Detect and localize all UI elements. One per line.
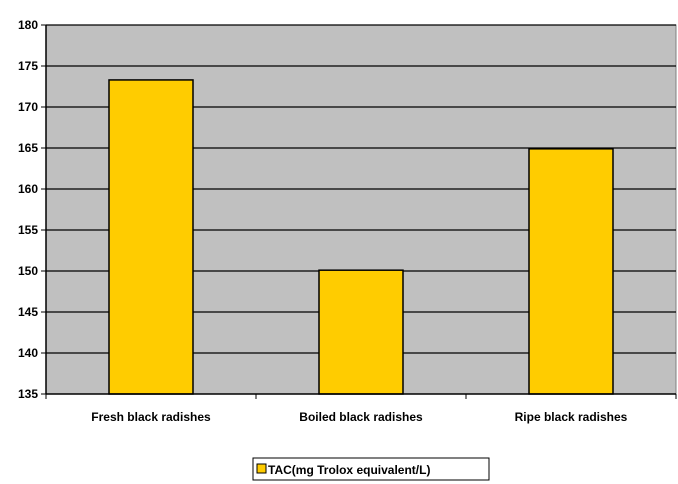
x-tick-label: Boiled black radishes bbox=[299, 410, 423, 424]
y-tick-label: 160 bbox=[18, 182, 38, 196]
y-tick-label: 150 bbox=[18, 264, 38, 278]
legend-label: TAC(mg Trolox equivalent/L) bbox=[268, 463, 430, 477]
y-tick-label: 135 bbox=[18, 387, 38, 401]
axes bbox=[41, 24, 677, 399]
x-tick-label: Ripe black radishes bbox=[515, 410, 628, 424]
bar bbox=[108, 79, 194, 395]
y-tick-label: 170 bbox=[18, 100, 38, 114]
y-tick-label: 145 bbox=[18, 305, 38, 319]
x-tick-label: Fresh black radishes bbox=[91, 410, 211, 424]
y-tick-label: 165 bbox=[18, 141, 38, 155]
legend: TAC(mg Trolox equivalent/L) bbox=[252, 457, 490, 481]
legend-swatch bbox=[256, 463, 267, 474]
y-tick-label: 180 bbox=[18, 18, 38, 32]
y-tick-label: 155 bbox=[18, 223, 38, 237]
bars bbox=[108, 79, 614, 395]
bar bbox=[318, 269, 404, 395]
y-tick-label: 140 bbox=[18, 346, 38, 360]
y-tick-labels: 135 140 145 150 155 160 165 170 175 180 bbox=[18, 18, 38, 401]
x-tick-labels: Fresh black radishes Boiled black radishe… bbox=[91, 410, 627, 424]
y-tick-label: 175 bbox=[18, 59, 38, 73]
legend-box bbox=[252, 457, 490, 481]
bar bbox=[528, 148, 614, 395]
